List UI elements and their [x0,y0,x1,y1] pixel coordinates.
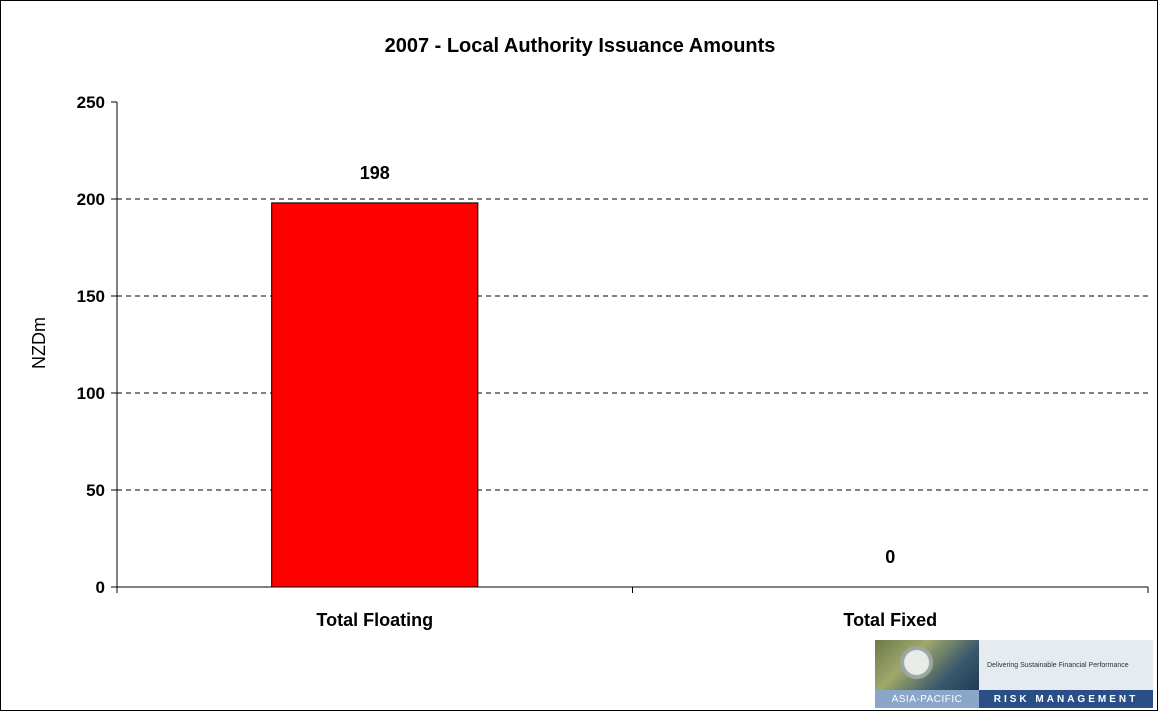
logo-tagline: Delivering Sustainable Financial Perform… [979,640,1153,690]
chart-title: 2007 - Local Authority Issuance Amounts [385,35,776,57]
company-logo: Delivering Sustainable Financial Perform… [875,640,1153,708]
y-tick-label: 200 [77,190,105,209]
y-tick-label: 100 [77,384,105,403]
x-category-label: Total Fixed [843,610,937,630]
y-tick-label: 50 [86,481,105,500]
axes: 0 50 100 150 200 250 [77,93,1149,597]
labels: Total Floating 198 Total Fixed 0 [316,163,937,630]
x-category-label: Total Floating [316,610,433,630]
bar [271,202,479,588]
y-tick-label: 150 [77,287,105,306]
logo-image [875,640,979,690]
bars [271,202,479,588]
y-tick-label: 250 [77,93,105,112]
logo-right-text: RISK MANAGEMENT [979,690,1153,708]
data-label: 198 [360,163,390,183]
data-label: 0 [885,547,895,567]
logo-left-text: ASIA-PACIFIC [875,690,979,708]
y-axis-label: NZDm [29,317,49,369]
y-tick-label: 0 [96,578,105,597]
